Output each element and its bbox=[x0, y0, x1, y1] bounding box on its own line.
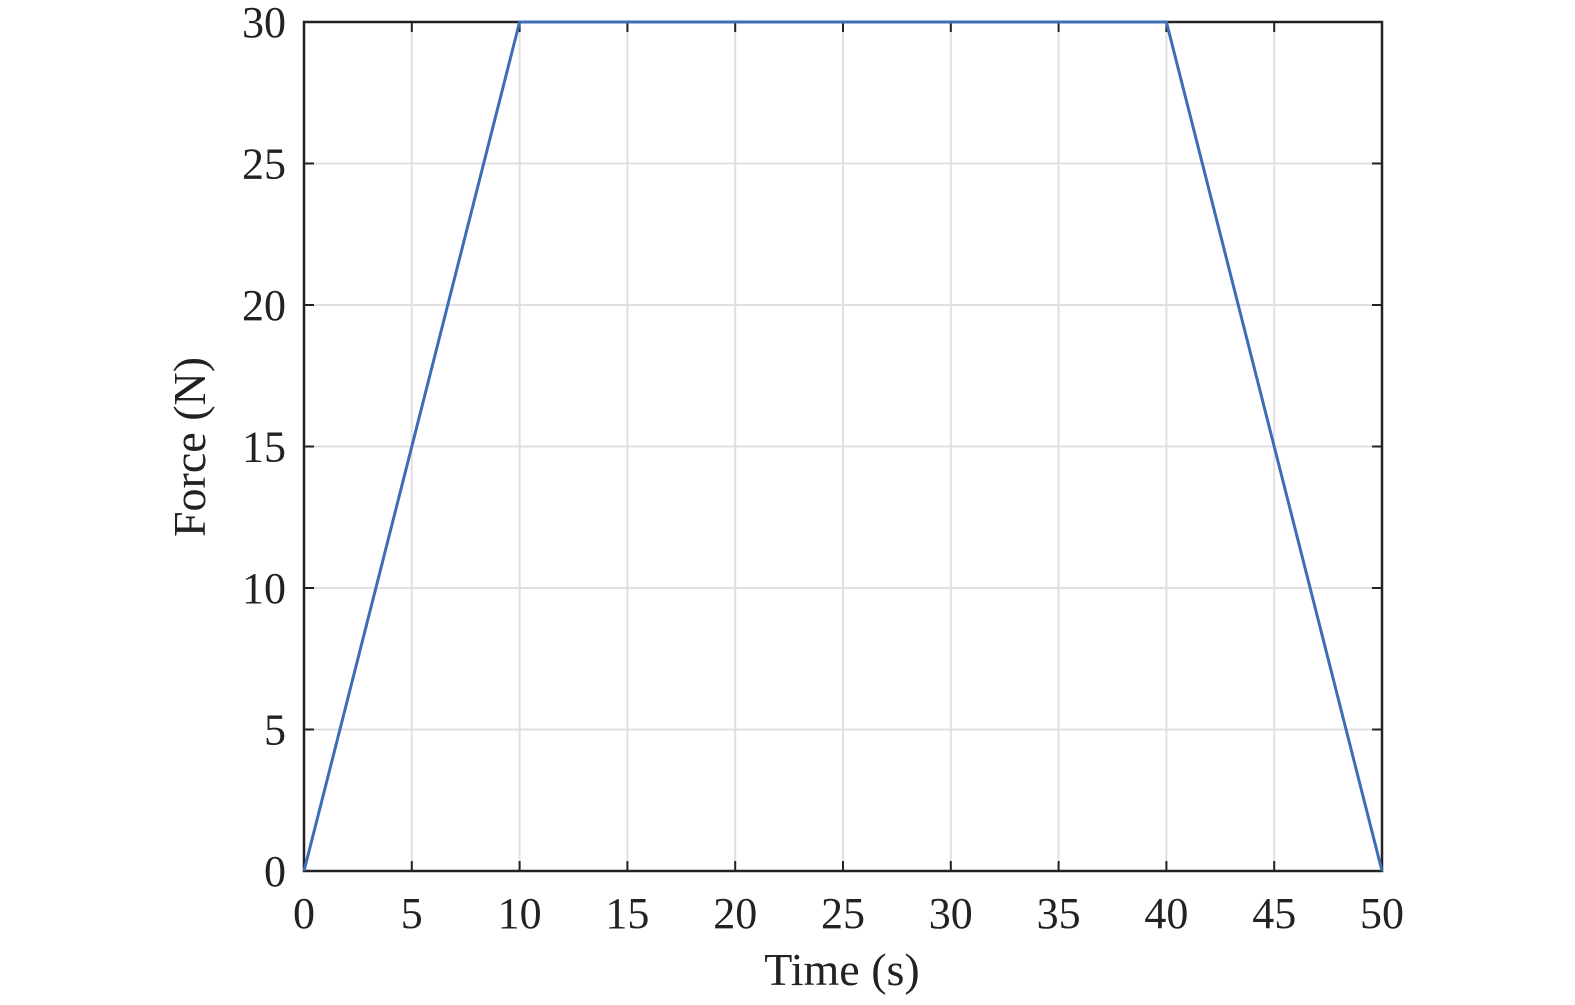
x-tick-label: 45 bbox=[1252, 889, 1296, 938]
x-tick-label: 5 bbox=[401, 889, 423, 938]
x-tick-label: 25 bbox=[821, 889, 865, 938]
y-axis-label: Force (N) bbox=[164, 357, 215, 537]
x-axis-label: Time (s) bbox=[764, 944, 920, 995]
x-tick-label: 15 bbox=[605, 889, 649, 938]
x-tick-label: 20 bbox=[713, 889, 757, 938]
x-tick-label: 50 bbox=[1360, 889, 1404, 938]
line-series bbox=[302, 20, 1384, 872]
y-tick-label: 0 bbox=[264, 847, 286, 896]
y-tick-label: 10 bbox=[242, 564, 286, 613]
x-tick-label: 35 bbox=[1037, 889, 1081, 938]
y-tick-label: 30 bbox=[242, 0, 286, 47]
x-tick-label: 40 bbox=[1144, 889, 1188, 938]
y-tick-label: 5 bbox=[264, 706, 286, 755]
x-tick-label: 10 bbox=[498, 889, 542, 938]
y-tick-label: 15 bbox=[242, 423, 286, 472]
x-tick-label: 30 bbox=[929, 889, 973, 938]
y-tick-label: 20 bbox=[242, 281, 286, 330]
y-tick-label: 25 bbox=[242, 140, 286, 189]
x-tick-label: 0 bbox=[293, 889, 315, 938]
